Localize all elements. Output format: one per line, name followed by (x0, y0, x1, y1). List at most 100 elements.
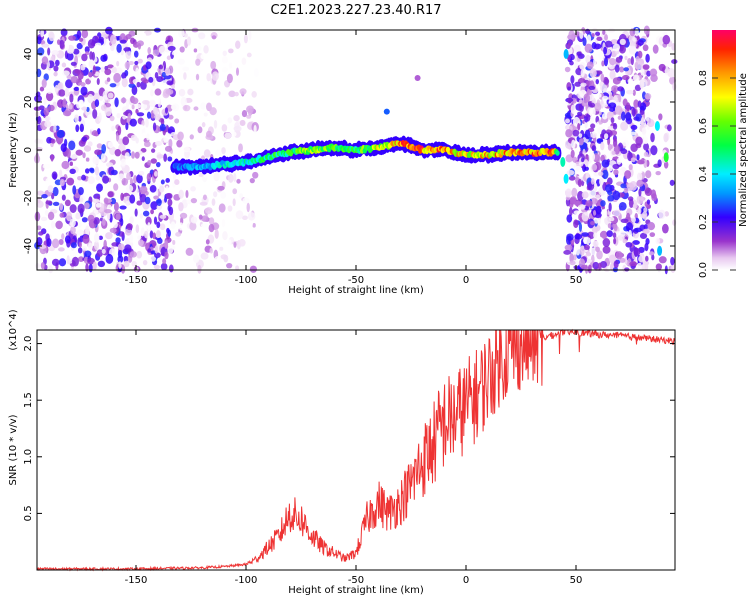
noise-blob (603, 133, 609, 140)
noise-blob (39, 86, 45, 92)
noise-blob (57, 247, 65, 252)
noise-blob (239, 119, 246, 127)
noise-blob (564, 244, 573, 251)
noise-blob (241, 57, 247, 65)
noise-blob (227, 143, 235, 151)
noise-blob (588, 85, 596, 90)
noise-blob (629, 261, 638, 267)
noise-blob (78, 37, 84, 42)
noise-blob (78, 256, 85, 262)
noise-blob (130, 134, 138, 141)
noise-blob (69, 168, 76, 175)
noise-blob (177, 58, 186, 65)
noise-blob (628, 229, 632, 240)
noise-blob (145, 118, 149, 128)
noise-blob (615, 56, 623, 63)
noise-blob (672, 219, 677, 226)
noise-blob (148, 76, 154, 83)
noise-blob (119, 205, 127, 210)
noise-blob (639, 102, 647, 111)
ridge-core (555, 150, 560, 156)
noise-blob (651, 254, 655, 261)
noise-blob (619, 257, 626, 263)
y-tick-label: 0.5 (23, 505, 34, 521)
noise-blob (185, 247, 194, 256)
noise-blob (573, 210, 581, 215)
noise-blob (601, 169, 609, 180)
noise-blob (100, 104, 107, 111)
noise-blob (589, 107, 596, 117)
noise-blob (574, 233, 583, 240)
noise-blob (110, 44, 115, 52)
noise-blob (131, 151, 135, 159)
noise-blob (195, 58, 201, 66)
noise-blob (609, 58, 617, 66)
noise-blob (641, 127, 647, 135)
noise-blob (639, 232, 648, 239)
noise-blob (601, 159, 610, 168)
noise-blob (158, 64, 164, 70)
noise-blob (92, 108, 98, 119)
noise-blob (611, 150, 616, 155)
noise-blob (633, 247, 641, 256)
noise-blob (612, 163, 620, 170)
noise-blob (568, 207, 573, 217)
noise-blob (200, 252, 209, 260)
noise-blob (625, 212, 631, 222)
noise-blob (588, 189, 597, 198)
colorbar-tick-label: 0.4 (698, 166, 709, 182)
x-tick-label: 0 (463, 275, 469, 286)
noise-blob (652, 44, 659, 54)
noise-blob (621, 111, 626, 121)
noise-blob (578, 133, 583, 138)
noise-blob (636, 179, 644, 187)
noise-blob (164, 145, 173, 152)
noise-blob (631, 216, 636, 223)
noise-blob (182, 104, 191, 112)
noise-blob (81, 53, 88, 62)
noise-blob (670, 256, 675, 266)
noise-blob (646, 199, 651, 205)
noise-blob (200, 53, 206, 60)
noise-blob (572, 156, 578, 163)
noise-blob (252, 171, 259, 179)
noise-blob (78, 99, 85, 108)
colorbar-tick-label: 0.6 (698, 118, 709, 134)
noise-blob (206, 73, 212, 82)
noise-blob (645, 238, 650, 245)
noise-blob (111, 125, 115, 132)
noise-blob (51, 238, 60, 249)
noise-blob (226, 73, 233, 84)
noise-blob (612, 77, 621, 85)
noise-blob (45, 91, 54, 102)
noise-blob (121, 178, 129, 186)
noise-blob (136, 200, 143, 206)
noise-blob (215, 149, 222, 157)
noise-blob (604, 78, 610, 85)
noise-blob (121, 77, 128, 88)
noise-blob (53, 65, 59, 72)
noise-blob (121, 72, 127, 79)
noise-blob (153, 216, 158, 225)
noise-blob (137, 235, 142, 240)
noise-blob (655, 237, 660, 245)
noise-blob (113, 183, 119, 191)
noise-blob (156, 154, 165, 159)
noise-blob (608, 254, 617, 264)
noise-blob (190, 216, 198, 224)
noise-blob (125, 200, 130, 206)
noise-blob (141, 156, 145, 162)
wall-feature (654, 121, 660, 131)
noise-blob (618, 93, 622, 103)
noise-blob (69, 218, 76, 228)
noise-blob (637, 262, 642, 271)
noise-blob (648, 251, 655, 256)
noise-blob (205, 239, 210, 245)
noise-blob (214, 255, 222, 264)
noise-blob (595, 79, 600, 85)
noise-blob (88, 263, 93, 273)
noise-blob (40, 262, 45, 270)
noise-blob (99, 95, 104, 101)
noise-blob (618, 201, 627, 211)
noise-blob (239, 193, 244, 199)
